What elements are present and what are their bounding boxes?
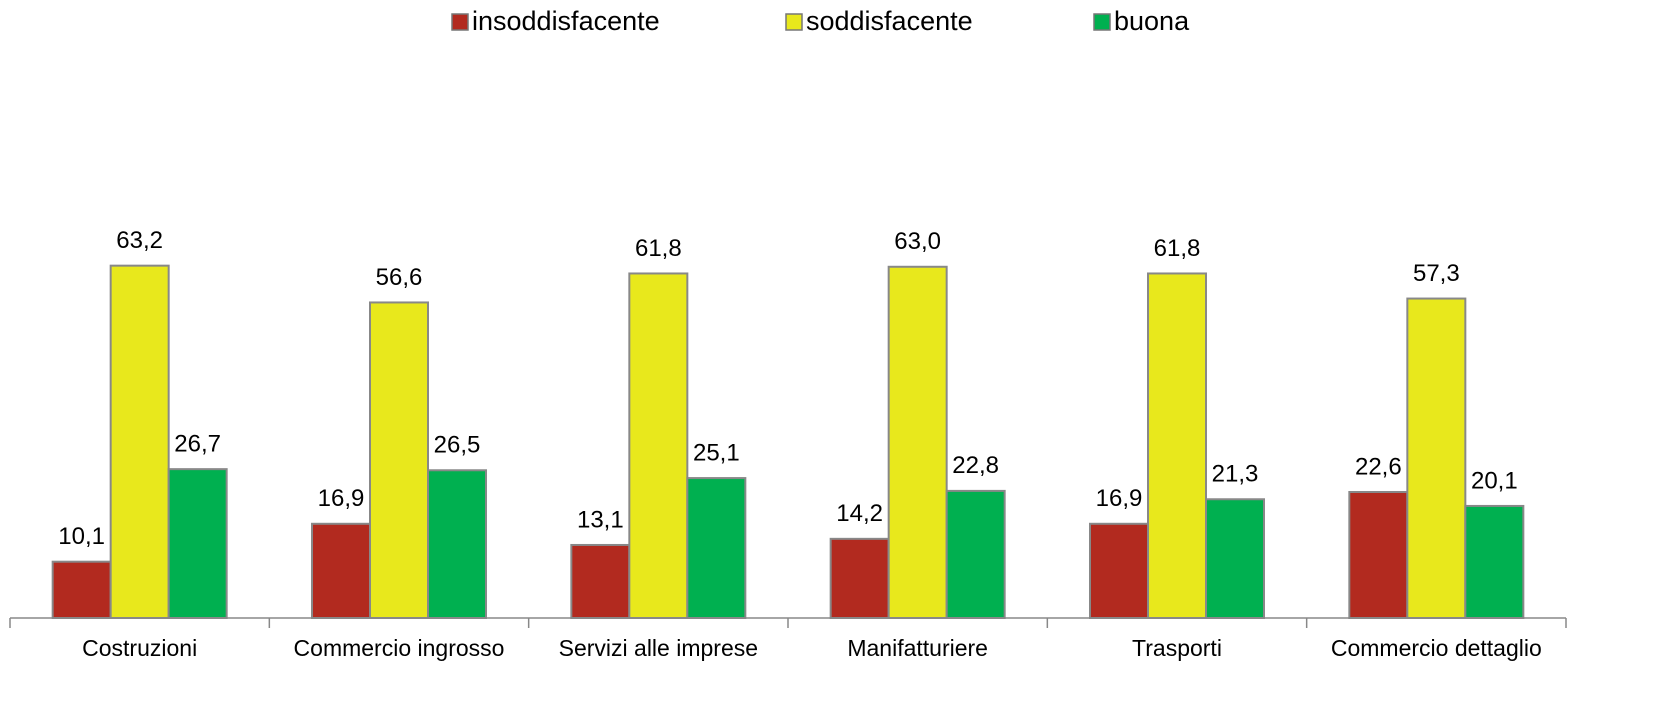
x-tick-label: Servizi alle imprese: [559, 635, 758, 661]
bar: [1348, 491, 1409, 620]
bar: [686, 477, 747, 619]
x-tick-label: Trasporti: [1132, 635, 1222, 661]
value-label: 63,0: [894, 228, 941, 255]
value-label: 56,6: [376, 264, 423, 291]
value-label: 26,5: [434, 432, 481, 459]
x-tick-label: Manifatturiere: [847, 635, 988, 661]
bar: [167, 468, 228, 619]
bar: [1147, 272, 1207, 619]
value-label: 22,6: [1355, 453, 1402, 480]
value-label: 16,9: [318, 485, 365, 512]
x-tick-label: Costruzioni: [82, 635, 197, 661]
x-tick-label: Commercio ingrosso: [294, 635, 505, 661]
bar: [887, 265, 948, 619]
value-label: 10,1: [58, 523, 105, 550]
value-label: 22,8: [952, 452, 999, 479]
bar: [369, 301, 429, 619]
value-label: 61,8: [1154, 235, 1201, 262]
bar: [829, 537, 890, 620]
bar: [51, 560, 112, 620]
bar: [1205, 498, 1265, 619]
bar: [1089, 522, 1149, 619]
x-tick-label: Commercio dettaglio: [1331, 635, 1542, 661]
legend-swatch: [1093, 13, 1111, 31]
value-label: 57,3: [1413, 260, 1460, 287]
legend-label: soddisfacente: [806, 6, 973, 36]
bar: [570, 543, 631, 620]
bar: [1464, 504, 1525, 620]
value-label: 61,8: [635, 235, 682, 262]
value-label: 16,9: [1096, 485, 1143, 512]
legend-label: buona: [1114, 6, 1190, 36]
value-label: 25,1: [693, 439, 740, 466]
bar: [1406, 297, 1467, 619]
bar: [427, 469, 487, 620]
bar: [945, 489, 1006, 620]
value-label: 20,1: [1471, 467, 1518, 494]
value-label: 26,7: [174, 430, 221, 457]
bar: [311, 522, 371, 619]
bar: [109, 264, 170, 619]
legend-swatch: [451, 13, 469, 31]
bar: [628, 272, 689, 619]
legend-swatch: [785, 13, 803, 31]
legend-label: insoddisfacente: [472, 6, 660, 36]
value-label: 13,1: [577, 506, 624, 533]
value-label: 21,3: [1212, 461, 1259, 488]
value-label: 63,2: [116, 227, 163, 254]
value-label: 14,2: [836, 500, 883, 527]
